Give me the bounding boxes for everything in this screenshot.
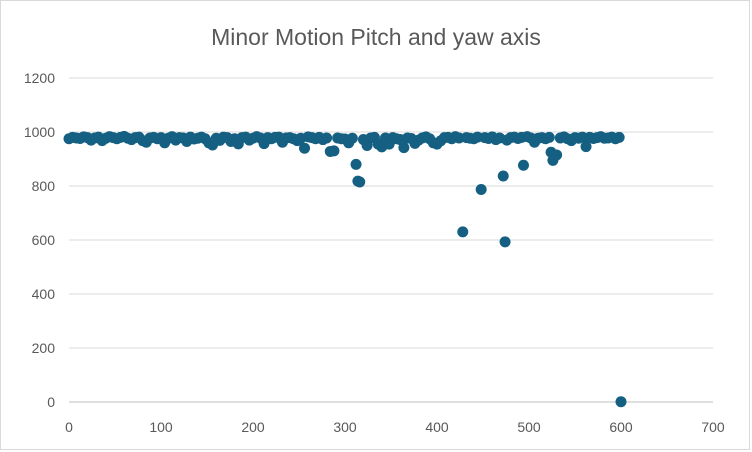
x-tick-label: 0 [65, 419, 73, 435]
x-tick-label: 600 [609, 419, 633, 435]
data-point [543, 131, 555, 143]
y-tick-label: 1000 [24, 124, 55, 140]
y-tick-label: 400 [32, 286, 56, 302]
data-point [398, 142, 410, 154]
y-tick-label: 1200 [24, 70, 55, 86]
data-point [613, 131, 625, 143]
data-point [299, 142, 311, 154]
data-point [499, 236, 511, 248]
x-tick-label: 200 [241, 419, 265, 435]
data-point [321, 132, 333, 144]
data-points [63, 130, 627, 408]
data-point [615, 396, 627, 408]
chart-title: Minor Motion Pitch and yaw axis [211, 24, 541, 50]
y-axis-tick-labels: 0 200 400 600 800 1000 1200 [24, 70, 55, 410]
y-tick-label: 800 [32, 178, 56, 194]
x-axis-tick-labels: 0 100 200 300 400 500 600 700 [65, 419, 725, 435]
data-point [354, 176, 366, 188]
x-tick-label: 500 [517, 419, 541, 435]
data-point [517, 159, 529, 171]
data-point [457, 226, 469, 238]
gridlines [69, 77, 713, 403]
data-point [475, 184, 487, 196]
data-point [551, 149, 563, 161]
x-tick-label: 700 [701, 419, 725, 435]
y-tick-label: 200 [32, 340, 56, 356]
data-point [328, 145, 340, 157]
y-tick-label: 600 [32, 232, 56, 248]
x-tick-label: 300 [333, 419, 357, 435]
data-point [580, 141, 592, 153]
x-tick-label: 400 [425, 419, 449, 435]
data-point [350, 158, 362, 170]
data-point [346, 132, 358, 144]
x-tick-label: 100 [149, 419, 173, 435]
data-point [497, 170, 509, 182]
y-tick-label: 0 [47, 394, 55, 410]
